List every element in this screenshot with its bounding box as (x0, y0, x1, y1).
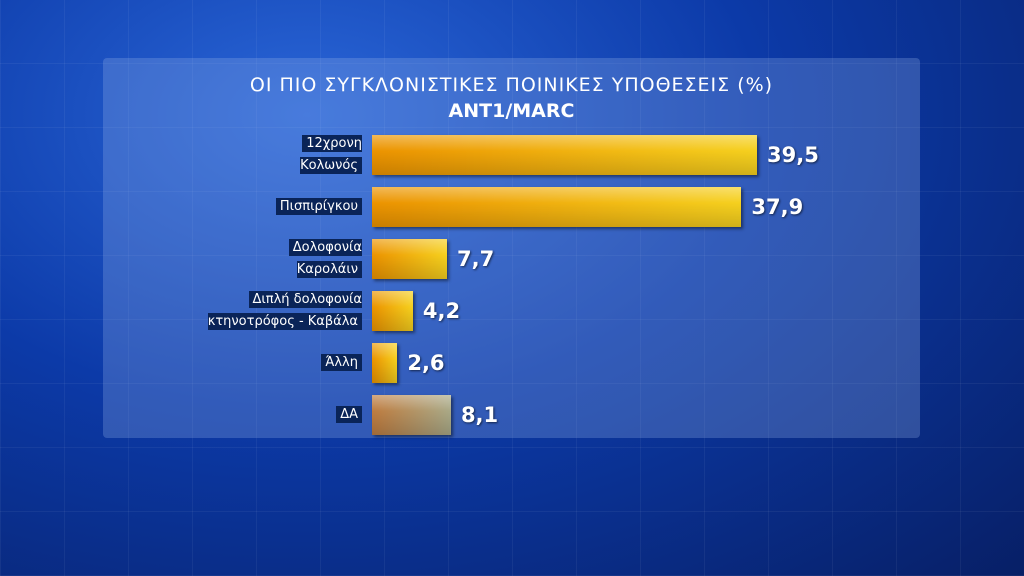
category-text: 12χρονη Κολωνός (300, 135, 362, 174)
category-text: ΔΑ (336, 406, 362, 423)
bar (372, 291, 413, 331)
value-label: 4,2 (422, 299, 461, 323)
category-label: 12χρονη Κολωνός (300, 133, 362, 177)
category-text: Πισπιρίγκου (275, 198, 362, 215)
bar (372, 135, 757, 175)
category-label: Άλλη (321, 352, 362, 374)
bar (372, 239, 448, 279)
value-label: 7,7 (457, 247, 495, 271)
chart-title: ΟΙ ΠΙΟ ΣΥΓΚΛΟΝΙΣΤΙΚΕΣ ΠΟΙΝΙΚΕΣ ΥΠΟΘΕΣΕΙΣ… (249, 74, 774, 96)
chart-subtitle: ANT1/MARC (448, 100, 575, 122)
category-label: Πισπιρίγκου (275, 196, 362, 218)
bar (372, 343, 398, 383)
value-label: 37,9 (751, 195, 804, 219)
value-label: 39,5 (767, 143, 819, 167)
chart-panel (103, 58, 920, 438)
category-text: Άλλη (321, 354, 362, 371)
bar (372, 395, 451, 435)
value-label: 2,6 (407, 351, 445, 375)
value-label: 8,1 (460, 403, 499, 427)
category-label: Δολοφονία Καρολάιν (288, 237, 362, 281)
category-label: ΔΑ (336, 404, 362, 426)
bar (372, 187, 742, 227)
category-text: Δολοφονία Καρολάιν (288, 239, 362, 278)
category-text: Διπλή δολοφονία κτηνοτρόφος - Καβάλα (207, 291, 362, 330)
category-label: Διπλή δολοφονία κτηνοτρόφος - Καβάλα (207, 289, 362, 333)
